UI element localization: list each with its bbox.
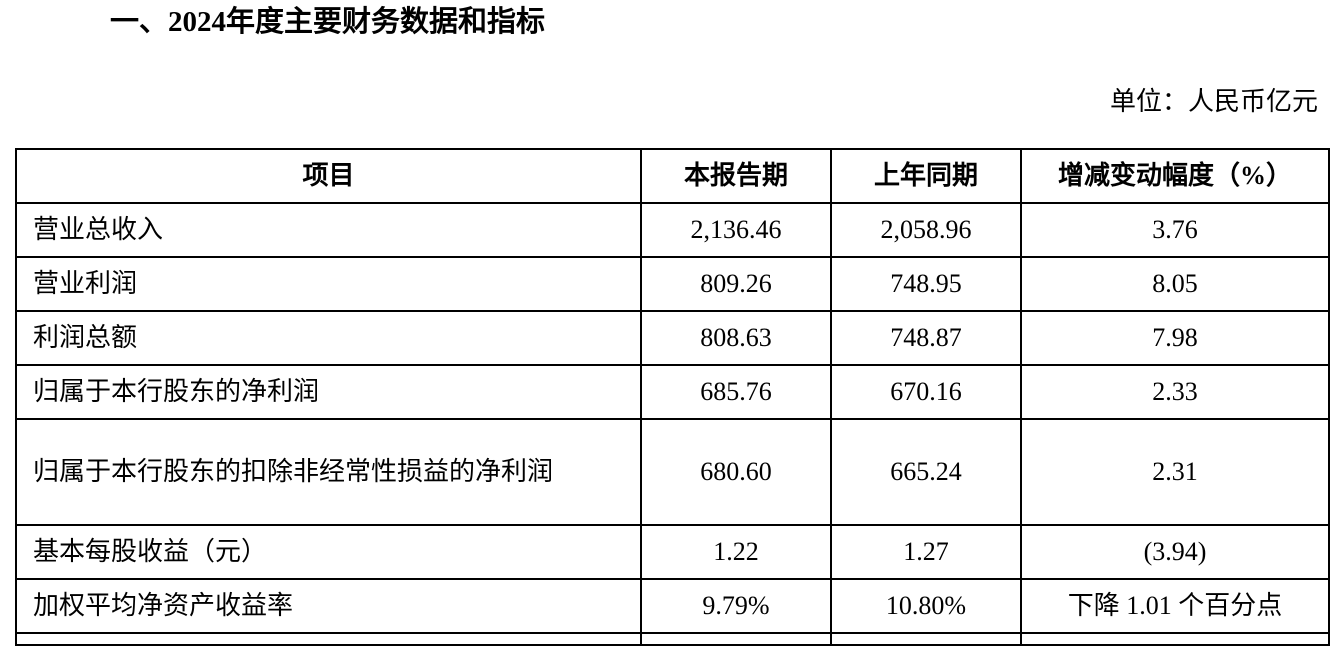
financial-data-table: 项目 本报告期 上年同期 增减变动幅度（%） 营业总收入 2,136.46 2,05…	[15, 148, 1330, 646]
table-row: 营业总收入 2,136.46 2,058.96 3.76	[15, 202, 1330, 258]
row-current-period: 680.60	[640, 418, 832, 526]
row-item: 加权平均净资产收益率	[15, 578, 642, 634]
row-item: 利润总额	[15, 310, 642, 366]
table-row: 基本每股收益（元） 1.22 1.27 (3.94)	[15, 524, 1330, 580]
row-current-period: 9.79%	[640, 578, 832, 634]
row-prior-period: 670.16	[830, 364, 1022, 420]
table-row-partial	[15, 632, 1330, 646]
row-change: 3.76	[1020, 202, 1330, 258]
row-current-period: 685.76	[640, 364, 832, 420]
header-item: 项目	[15, 148, 642, 204]
row-item: 营业总收入	[15, 202, 642, 258]
table-row: 营业利润 809.26 748.95 8.05	[15, 256, 1330, 312]
table-header-row: 项目 本报告期 上年同期 增减变动幅度（%）	[15, 148, 1330, 204]
row-change: 2.33	[1020, 364, 1330, 420]
row-change: (3.94)	[1020, 524, 1330, 580]
row-prior-period: 748.95	[830, 256, 1022, 312]
row-prior-period: 2,058.96	[830, 202, 1022, 258]
empty-cell	[15, 632, 642, 646]
row-prior-period: 665.24	[830, 418, 1022, 526]
row-change: 2.31	[1020, 418, 1330, 526]
row-current-period: 2,136.46	[640, 202, 832, 258]
row-current-period: 809.26	[640, 256, 832, 312]
row-item: 营业利润	[15, 256, 642, 312]
row-prior-period: 748.87	[830, 310, 1022, 366]
empty-cell	[830, 632, 1022, 646]
row-change: 7.98	[1020, 310, 1330, 366]
header-current-period: 本报告期	[640, 148, 832, 204]
header-change-percent: 增减变动幅度（%）	[1020, 148, 1330, 204]
row-item: 归属于本行股东的净利润	[15, 364, 642, 420]
row-current-period: 808.63	[640, 310, 832, 366]
table-row: 归属于本行股东的净利润 685.76 670.16 2.33	[15, 364, 1330, 420]
row-change: 8.05	[1020, 256, 1330, 312]
table-row: 加权平均净资产收益率 9.79% 10.80% 下降 1.01 个百分点	[15, 578, 1330, 634]
header-prior-period: 上年同期	[830, 148, 1022, 204]
row-item: 基本每股收益（元）	[15, 524, 642, 580]
row-item: 归属于本行股东的扣除非经常性损益的净利润	[15, 418, 642, 526]
row-prior-period: 1.27	[830, 524, 1022, 580]
section-title: 一、2024年度主要财务数据和指标	[110, 6, 546, 38]
row-current-period: 1.22	[640, 524, 832, 580]
empty-cell	[640, 632, 832, 646]
empty-cell	[1020, 632, 1330, 646]
table-row: 归属于本行股东的扣除非经常性损益的净利润 680.60 665.24 2.31	[15, 418, 1330, 526]
table-row: 利润总额 808.63 748.87 7.98	[15, 310, 1330, 366]
row-prior-period: 10.80%	[830, 578, 1022, 634]
unit-label: 单位：人民币亿元	[1109, 87, 1318, 116]
row-change: 下降 1.01 个百分点	[1020, 578, 1330, 634]
